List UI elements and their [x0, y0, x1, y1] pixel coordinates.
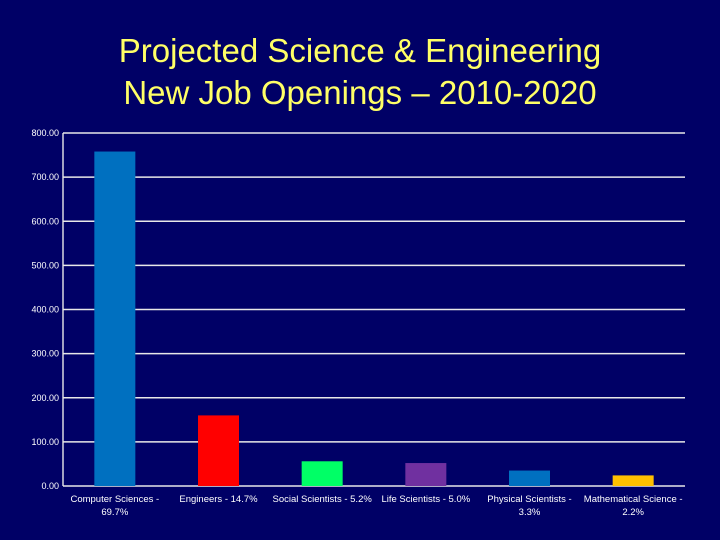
x-category-label: Life Scientists - 5.0%: [381, 494, 470, 505]
chart-title-line-1: Projected Science & Engineering: [118, 32, 602, 69]
x-category-label-line: 69.7%: [101, 507, 128, 518]
y-tick-label: 200.00: [31, 393, 59, 403]
x-category-label: Computer Sciences - 69.7%: [70, 494, 159, 518]
chart-title: Projected Science & Engineering New Job …: [0, 30, 720, 114]
x-category-label-line: Mathematical Science -: [584, 494, 683, 505]
x-category-label-line: Computer Sciences -: [70, 494, 159, 505]
y-tick-label: 0.00: [41, 481, 59, 491]
bar: [94, 151, 136, 486]
x-category-label: Engineers - 14.7%: [179, 494, 258, 505]
bar: [301, 461, 343, 486]
bar: [612, 475, 654, 486]
y-tick-label: 700.00: [31, 172, 59, 182]
y-tick-label: 500.00: [31, 260, 59, 270]
x-category-label: Mathematical Science - 2.2%: [584, 494, 683, 518]
x-category-label-line: Engineers - 14.7%: [179, 494, 258, 505]
chart-title-line-2: New Job Openings – 2010-2020: [123, 74, 597, 111]
bar: [198, 415, 239, 486]
x-category-label: Social Scientists - 5.2%: [273, 494, 373, 505]
x-category-label-line: Social Scientists - 5.2%: [273, 494, 373, 505]
x-category-label-line: Physical Scientists -: [487, 494, 571, 505]
bar: [509, 470, 550, 486]
y-tick-label: 600.00: [31, 216, 59, 226]
y-tick-label: 300.00: [31, 349, 59, 359]
bar: [405, 463, 447, 486]
x-category-label-line: 2.2%: [622, 507, 644, 518]
x-category-label: Physical Scientists - 3.3%: [487, 494, 571, 518]
x-category-label-line: 3.3%: [519, 507, 541, 518]
y-tick-label: 400.00: [31, 305, 59, 315]
y-tick-label: 100.00: [31, 437, 59, 447]
x-category-label-line: Life Scientists - 5.0%: [381, 494, 470, 505]
y-tick-label: 800.00: [31, 128, 59, 138]
